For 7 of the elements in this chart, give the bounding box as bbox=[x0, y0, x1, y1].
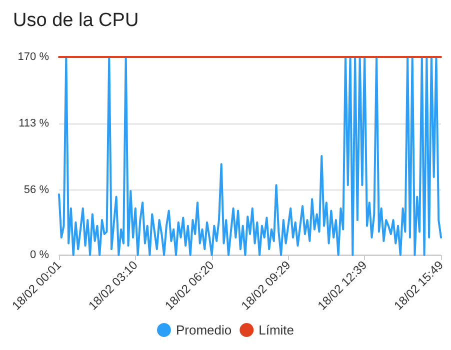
y-tick-label: 113 % bbox=[18, 117, 50, 130]
chart-title: Uso de la CPU bbox=[13, 10, 139, 31]
y-tick-label: 0 % bbox=[30, 249, 50, 261]
y-tick-label: 56 % bbox=[24, 184, 50, 196]
y-tick-label: 170 % bbox=[18, 51, 50, 63]
legend-label: Límite bbox=[258, 322, 294, 338]
legend-label: Promedio bbox=[176, 322, 232, 338]
